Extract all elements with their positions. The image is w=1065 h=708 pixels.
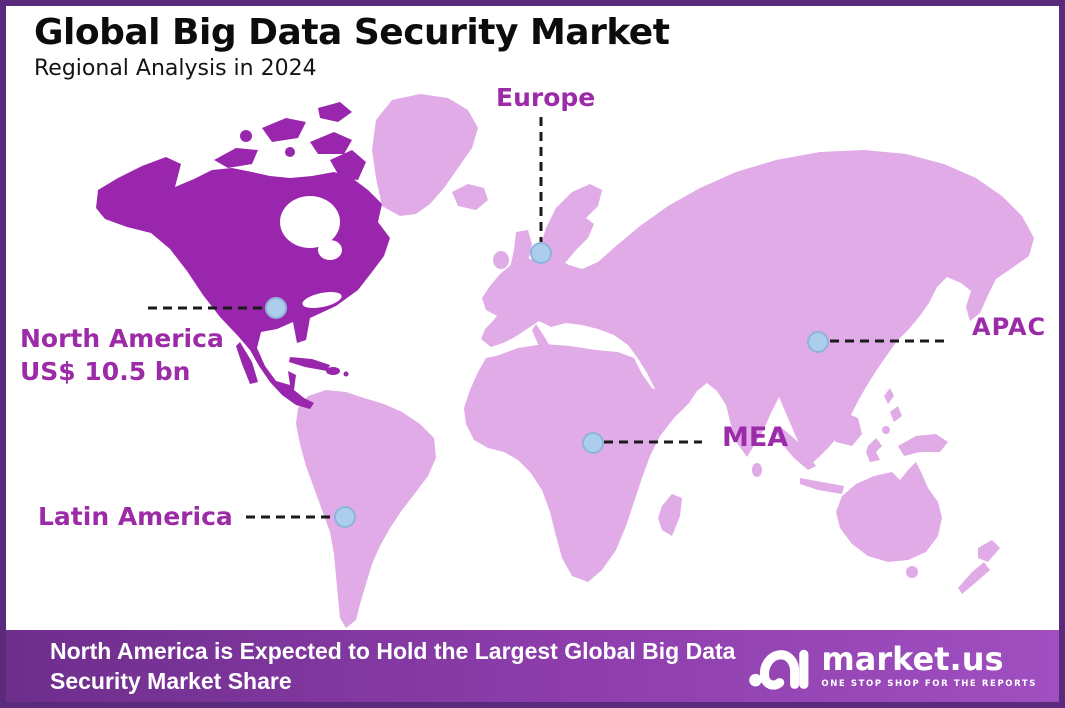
region-label-north-america: North America US$ 10.5 bn [20,322,224,388]
iceland-shape [452,184,488,210]
philippines-shape [884,388,902,422]
scandinavia-shape [540,184,602,268]
marker-north-america [265,297,287,319]
sri-lanka-shape [752,463,762,477]
sumatra-shape [776,428,816,470]
eurasia-shape [481,150,1034,465]
region-label-latin-america: Latin America [38,502,233,531]
puerto-rico-shape [343,371,349,377]
great-lakes [302,291,342,309]
south-america-shape [296,390,436,628]
marker-latin-america [334,506,356,528]
north-america-name: North America [20,324,224,353]
australia-shape [836,462,942,562]
north-america-value: US$ 10.5 bn [20,357,191,386]
cuba-shape [289,357,330,371]
arctic-islands [214,102,366,180]
footer-headline: North America is Expected to Hold the La… [50,638,736,694]
marketus-logo-name: market.us [821,640,1004,678]
japan-south-island [858,327,866,335]
map-callout-lines [148,117,944,519]
marker-apac [807,331,829,353]
region-north-america [96,102,390,409]
tasmania-shape [906,566,918,578]
hudson-bay-south [318,240,342,260]
region-rest-of-world [296,94,1034,628]
mindanao-shape [882,426,890,434]
ireland-shape [493,251,509,269]
map-markers [265,242,829,528]
page-subtitle: Regional Analysis in 2024 [34,56,317,82]
hainan-shape [819,367,829,377]
region-label-europe: Europe [496,83,596,112]
marker-mea [582,432,604,454]
marketus-logo-icon [749,649,809,690]
baja-california [236,342,258,384]
region-label-mea: MEA [722,422,789,453]
arctic-island-small-1 [240,130,252,142]
sulawesi-shape [866,438,882,462]
madagascar-shape [658,494,682,536]
hudson-bay [280,196,340,248]
header: Global Big Data Security Market Regional… [34,12,670,82]
hispaniola-shape [326,367,340,375]
arctic-island-small-2 [285,147,295,157]
greenland-shape [372,94,478,216]
marketus-logo-text: market.us ONE STOP SHOP FOR THE REPORTS [821,643,1037,689]
marker-europe [530,242,552,264]
new-guinea-shape [898,434,948,456]
sakhalin-shape [898,250,910,286]
africa-shape [464,344,690,582]
java-shape [800,478,844,494]
japan-shape [866,292,898,326]
footer-banner: North America is Expected to Hold the La… [6,630,1059,702]
borneo-shape [828,412,862,446]
taiwan-shape [852,358,860,370]
region-label-apac: APAC [972,313,1047,341]
new-zealand-shape [958,540,1000,594]
page-title: Global Big Data Security Market [34,12,670,53]
marketus-logo-tagline: ONE STOP SHOP FOR THE REPORTS [821,679,1037,689]
marketus-logo: market.us ONE STOP SHOP FOR THE REPORTS [747,641,1037,691]
